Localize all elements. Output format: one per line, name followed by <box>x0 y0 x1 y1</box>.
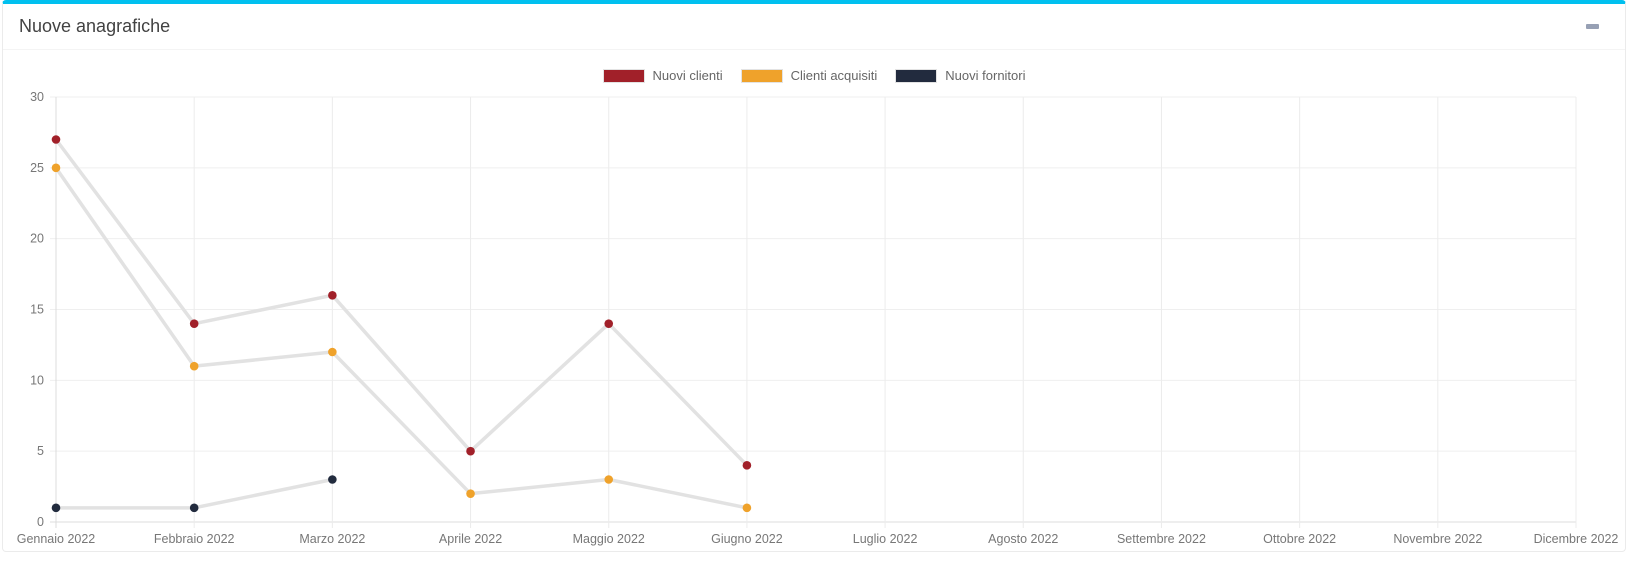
data-point[interactable] <box>51 503 61 513</box>
data-point[interactable] <box>742 461 752 470</box>
data-point[interactable] <box>466 489 475 498</box>
card-title: Nuove anagrafiche <box>19 16 171 36</box>
legend-item-0[interactable]: Nuovi clienti <box>602 68 723 83</box>
data-point[interactable] <box>742 503 752 513</box>
data-point[interactable] <box>328 475 337 484</box>
legend-swatch <box>895 68 938 83</box>
x-tick-label: Maggio 2022 <box>573 532 645 546</box>
data-point[interactable] <box>604 475 614 484</box>
x-tick-label: Novembre 2022 <box>1393 532 1482 546</box>
x-tick-label: Settembre 2022 <box>1117 532 1206 546</box>
data-point[interactable] <box>189 503 199 513</box>
data-point[interactable] <box>189 319 199 328</box>
data-point[interactable] <box>604 319 614 328</box>
y-tick-label: 25 <box>30 161 44 175</box>
legend-swatch <box>602 68 645 83</box>
y-tick-label: 15 <box>30 303 44 317</box>
x-tick-label: Ottobre 2022 <box>1263 532 1336 546</box>
data-point[interactable] <box>51 163 61 173</box>
minimize-icon <box>1586 24 1599 29</box>
line-chart: 0 5 10 15 20 25 30 Gennaio 2022 Febbraio 2022 Mar… <box>17 90 1619 546</box>
legend-label: Nuovi clienti <box>652 68 723 83</box>
x-tick-label: Agosto 2022 <box>988 532 1058 546</box>
collapse-button[interactable] <box>1576 18 1609 35</box>
card-header: Nuove anagrafiche <box>3 4 1625 50</box>
legend-item-1[interactable]: Clienti acquisiti <box>740 68 878 83</box>
legend-label: Nuovi fornitori <box>945 68 1026 83</box>
legend-item-2[interactable]: Nuovi fornitori <box>895 68 1026 83</box>
series-line <box>54 166 749 510</box>
chart-area: Nuovi clienti Clienti acquisiti Nuovi forn… <box>3 50 1625 550</box>
chart-card: Nuove anagrafiche Nuovi clienti Clienti a… <box>2 0 1626 552</box>
x-tick-label: Marzo 2022 <box>299 532 365 546</box>
y-tick-label: 5 <box>37 444 44 458</box>
x-tick-label: Luglio 2022 <box>853 532 918 546</box>
legend-swatch <box>740 68 783 83</box>
y-tick-label: 30 <box>30 90 44 104</box>
series-line <box>54 137 749 468</box>
data-point[interactable] <box>51 135 61 144</box>
x-tick-label: Febbraio 2022 <box>154 532 235 546</box>
y-tick-label: 10 <box>30 373 44 387</box>
data-point[interactable] <box>466 446 475 456</box>
x-tick-label: Aprile 2022 <box>439 532 502 546</box>
x-tick-label: Dicembre 2022 <box>1534 532 1619 546</box>
legend-label: Clienti acquisiti <box>790 68 878 83</box>
y-tick-label: 0 <box>37 515 44 529</box>
data-point[interactable] <box>328 347 337 357</box>
data-point[interactable] <box>328 291 337 300</box>
x-tick-label: Gennaio 2022 <box>17 532 96 546</box>
chart-legend: Nuovi clienti Clienti acquisiti Nuovi forn… <box>3 68 1625 83</box>
x-tick-label: Giugno 2022 <box>711 532 783 546</box>
y-tick-label: 20 <box>30 232 44 246</box>
data-point[interactable] <box>189 361 199 371</box>
